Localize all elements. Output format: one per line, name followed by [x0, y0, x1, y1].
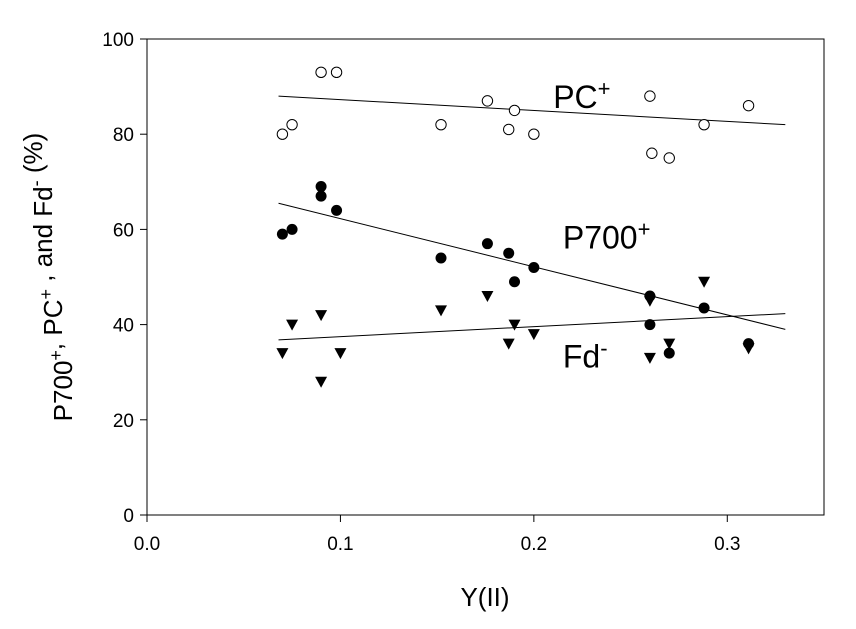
point-fd: [663, 338, 676, 350]
y-tick-label: 40: [113, 316, 134, 337]
point-p700: [276, 228, 288, 240]
point-p700: [435, 252, 447, 264]
series-label-pc: PC+: [553, 76, 610, 115]
point-fd: [334, 348, 347, 360]
plot-frame: [146, 38, 825, 516]
x-tick-label: 0.1: [327, 534, 353, 555]
point-fd: [315, 376, 328, 388]
x-tick-label: 0.2: [521, 534, 547, 555]
point-fd: [481, 291, 494, 303]
point-p700: [286, 223, 298, 235]
point-fd: [742, 343, 755, 355]
series-label-p700: P700+: [563, 216, 651, 255]
point-p700: [315, 190, 327, 202]
point-fd: [643, 352, 656, 364]
point-fd: [286, 319, 299, 331]
series-label-fd: Fd-: [563, 335, 608, 374]
point-pc: [663, 152, 675, 164]
point-p700: [481, 238, 493, 250]
x-tick-label: 0.0: [134, 534, 160, 555]
point-fd: [276, 348, 289, 360]
point-p700: [315, 181, 327, 193]
point-p700: [528, 261, 540, 273]
point-pc: [315, 66, 327, 79]
point-pc: [644, 90, 656, 102]
y-tick-label: 60: [113, 220, 134, 241]
point-p700: [663, 347, 675, 359]
point-fd: [527, 329, 540, 341]
point-pc: [508, 104, 521, 117]
point-pc: [330, 66, 343, 79]
point-pc: [646, 147, 658, 159]
point-pc: [742, 99, 755, 112]
point-pc: [276, 128, 289, 140]
point-fd: [502, 338, 515, 350]
y-tick-label: 80: [113, 125, 134, 146]
point-pc: [481, 95, 494, 107]
y-tick-label: 20: [113, 411, 134, 432]
x-axis-title: Y(II): [460, 582, 509, 612]
point-fd: [315, 310, 328, 322]
y-axis: 0 20 40 60 80 100: [102, 30, 147, 527]
x-tick-label: 0.3: [714, 534, 740, 555]
point-pc: [435, 118, 447, 131]
fit-line-pc: [278, 95, 786, 126]
x-axis: 0.0 0.1 0.2 0.3: [134, 515, 740, 555]
data-points: [276, 66, 755, 388]
fit-line-fd: [278, 313, 786, 341]
point-p700: [503, 247, 515, 259]
point-pc: [698, 118, 710, 131]
point-p700: [331, 204, 343, 216]
point-p700: [644, 319, 656, 331]
point-pc: [528, 128, 540, 140]
point-fd: [698, 276, 711, 288]
point-fd: [643, 295, 656, 307]
y-tick-label: 0: [123, 506, 134, 527]
point-fd: [508, 319, 521, 331]
point-p700: [698, 302, 710, 314]
point-p700: [509, 276, 521, 288]
point-pc: [286, 118, 298, 131]
point-pc: [503, 123, 515, 136]
y-axis-title: P700+, PC+ , and Fd- (%): [18, 133, 78, 422]
series-labels: PC+ P700+ Fd-: [553, 76, 650, 374]
point-fd: [435, 305, 448, 317]
y-tick-label: 100: [102, 30, 134, 51]
